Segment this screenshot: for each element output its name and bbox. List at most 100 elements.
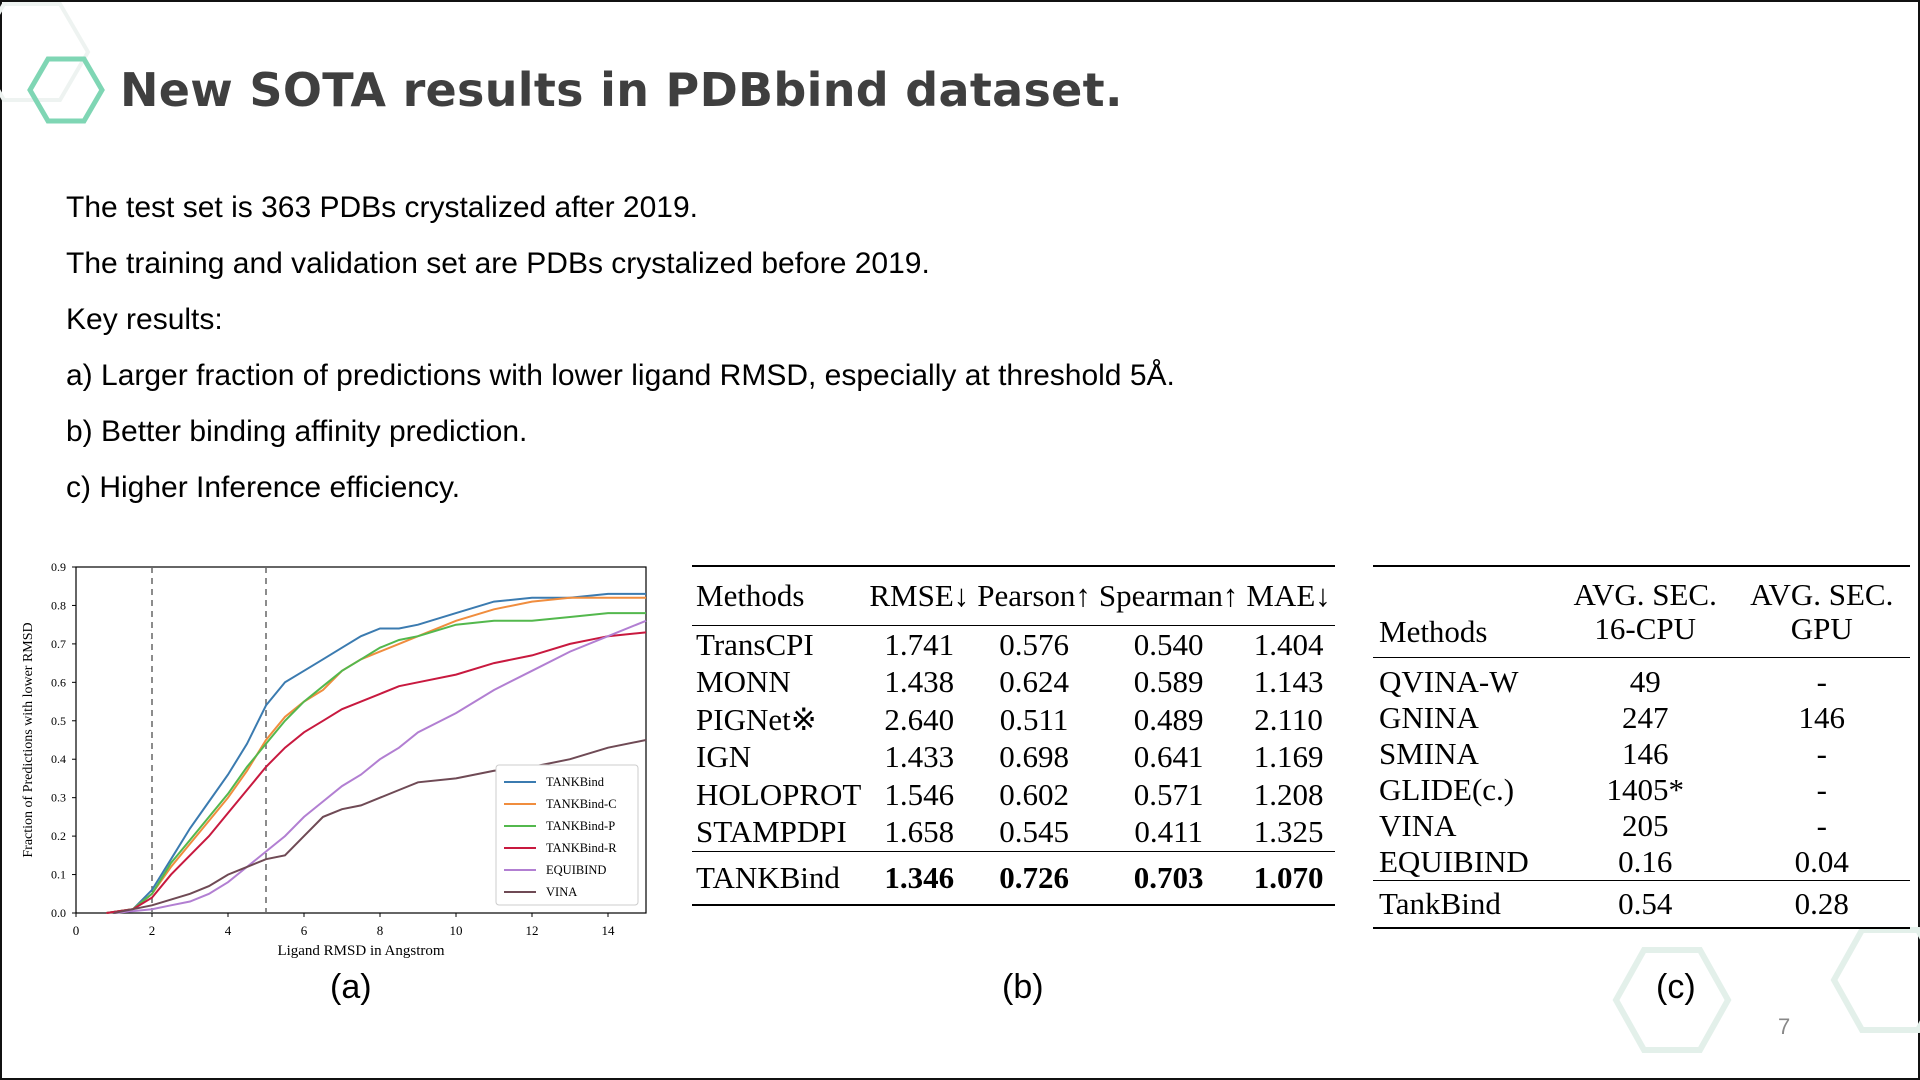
value-cell: - [1816, 664, 1827, 699]
bullet-result-b: b) Better binding affinity prediction. [66, 415, 528, 448]
method-name-cell: GLIDE(c.) [1379, 772, 1515, 807]
method-name-cell: QVINA-W [1379, 664, 1519, 699]
value-cell: 146 [1798, 700, 1845, 735]
y-tick-label: 0.4 [51, 752, 66, 766]
x-tick-label: 0 [73, 923, 80, 938]
value-cell: 0.576 [999, 626, 1069, 662]
method-name-cell: VINA [1379, 808, 1457, 843]
bullet-key-results: Key results: [66, 303, 223, 336]
method-name-cell: IGN [696, 739, 752, 775]
caption-b: (b) [1002, 968, 1044, 1006]
y-tick-label: 0.0 [51, 906, 66, 920]
x-tick-label: 14 [602, 923, 616, 938]
x-tick-label: 8 [377, 923, 384, 938]
x-tick-label: 12 [526, 923, 539, 938]
method-name-cell: SMINA [1379, 736, 1479, 771]
bullet-result-a: a) Larger fraction of predictions with l… [66, 359, 1175, 392]
legend-entry: TANKBind-C [546, 797, 617, 811]
legend-entry: TANKBind-R [546, 841, 617, 855]
value-cell: 1.433 [884, 739, 955, 775]
table-row: GLIDE(c.) 1405* - [1373, 772, 1910, 808]
hexagon-icon [27, 56, 105, 124]
method-name-cell: GNINA [1379, 700, 1479, 735]
method-name-cell: STAMPDPI [696, 814, 847, 850]
table-header-row: Methods AVG. SEC. 16-CPU AVG. SEC. GPU [1373, 566, 1910, 658]
y-tick-label: 0.5 [51, 714, 66, 728]
y-tick-label: 0.3 [51, 791, 66, 805]
legend-entry: TANKBind [546, 775, 605, 789]
header-spearman: Spearman↑ [1094, 566, 1243, 626]
y-tick-label: 0.7 [51, 637, 66, 651]
header-cpu-line1: AVG. SEC. [1573, 577, 1717, 612]
table-row: IGN 1.433 0.698 0.641 1.169 [692, 739, 1335, 777]
header-gpu-line1: AVG. SEC. [1750, 577, 1894, 612]
value-cell: 1.070 [1242, 851, 1335, 905]
value-cell: 0.54 [1556, 880, 1734, 928]
method-name-cell: PIGNet※ [696, 701, 817, 737]
series-line-tankbind-r [106, 631, 647, 914]
method-name-cell: TankBind [1373, 880, 1557, 928]
x-tick-label: 4 [225, 923, 232, 938]
header-pearson: Pearson↑ [973, 566, 1095, 626]
page-number: 7 [1778, 1014, 1791, 1039]
header-cpu-line2: 16-CPU [1594, 611, 1697, 646]
table-row: QVINA-W 49 - [1373, 658, 1910, 701]
table-row: EQUIBIND 0.16 0.04 [1373, 844, 1910, 881]
series-line-tankbind [106, 592, 646, 914]
caption-a: (a) [330, 968, 372, 1006]
y-tick-label: 0.1 [51, 868, 66, 882]
value-cell: - [1816, 736, 1827, 771]
table-row: SMINA 146 - [1373, 736, 1910, 772]
series-line-equibind [113, 619, 647, 914]
y-axis-label: Fraction of Predictions with lower RMSD [21, 622, 36, 857]
header-methods: Methods [1373, 566, 1557, 658]
header-mae: MAE↓ [1242, 566, 1335, 626]
value-cell: 1.404 [1253, 626, 1324, 662]
y-tick-label: 0.6 [51, 675, 66, 689]
value-cell: 0.411 [1134, 814, 1203, 850]
bullet-test-set: The test set is 363 PDBs crystalized aft… [66, 191, 698, 224]
value-cell: 1.325 [1253, 814, 1324, 850]
table-row: MONN 1.438 0.624 0.589 1.143 [692, 664, 1335, 702]
value-cell: 1.346 [865, 851, 974, 905]
title-row: New SOTA results in PDBbind dataset. [26, 52, 1123, 128]
bullet-list: The test set is 363 PDBs crystalized aft… [66, 180, 1175, 516]
legend-entry: TANKBind-P [546, 819, 615, 833]
x-tick-label: 10 [450, 923, 463, 938]
header-cpu: AVG. SEC. 16-CPU [1556, 566, 1734, 658]
table-row: HOLOPROT 1.546 0.602 0.571 1.208 [692, 776, 1335, 814]
table-row: STAMPDPI 1.658 0.545 0.411 1.325 [692, 814, 1335, 852]
x-tick-label: 6 [301, 923, 308, 938]
value-cell: 1.741 [884, 626, 955, 662]
inference-time-table: Methods AVG. SEC. 16-CPU AVG. SEC. GPU Q… [1373, 565, 1910, 929]
value-cell: 0.641 [1133, 739, 1204, 775]
table-row-final: TANKBind 1.346 0.726 0.703 1.070 [692, 851, 1335, 905]
legend-entry: EQUIBIND [546, 863, 606, 877]
y-tick-label: 0.9 [51, 560, 66, 574]
value-cell: 0.602 [999, 776, 1069, 812]
method-name-cell: HOLOPROT [696, 776, 862, 812]
table-row: GNINA 247 146 [1373, 700, 1910, 736]
value-cell: - [1816, 808, 1827, 843]
value-cell: 1.208 [1253, 776, 1324, 812]
value-cell: 0.28 [1733, 880, 1910, 928]
table-row: VINA 205 - [1373, 808, 1910, 844]
method-name-cell: TransCPI [696, 626, 814, 662]
value-cell: 1.143 [1253, 664, 1324, 700]
header-gpu: AVG. SEC. GPU [1733, 566, 1910, 658]
bullet-result-c: c) Higher Inference efficiency. [66, 471, 461, 504]
x-axis-label: Ligand RMSD in Angstrom [277, 943, 444, 959]
method-name-cell: MONN [696, 664, 791, 700]
value-cell: 0.624 [999, 664, 1069, 700]
affinity-table: Methods RMSE↓ Pearson↑ Spearman↑ MAE↓ Tr… [692, 565, 1335, 906]
series-line-tankbind-c [106, 596, 646, 914]
x-tick-label: 2 [149, 923, 156, 938]
table-header-row: Methods RMSE↓ Pearson↑ Spearman↑ MAE↓ [692, 566, 1335, 626]
value-cell: 0.04 [1794, 844, 1849, 879]
value-cell: 1.169 [1253, 739, 1324, 775]
series-line-tankbind-p [106, 612, 646, 914]
value-cell: 2.640 [884, 701, 955, 737]
caption-c: (c) [1656, 968, 1696, 1006]
value-cell: 0.511 [999, 701, 1069, 737]
